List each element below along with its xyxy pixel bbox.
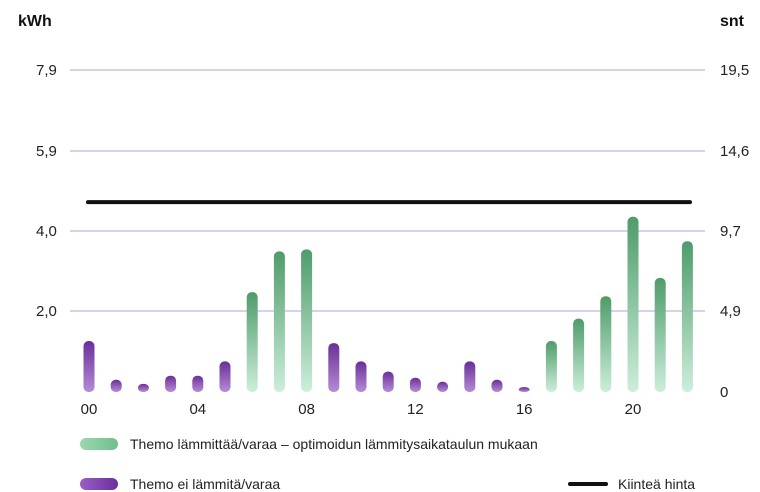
- left-axis-ticks: 7,9 5,9 4,0 2,0: [36, 62, 57, 320]
- right-axis-unit: snt: [720, 13, 745, 30]
- x-tick-label: 08: [298, 401, 315, 418]
- right-tick-label: 19,5: [720, 62, 749, 79]
- left-tick-label: 2,0: [36, 303, 57, 320]
- legend-swatch-heating: [80, 438, 118, 450]
- right-tick-label: 4,9: [720, 303, 741, 320]
- legend-heating: Themo lämmittää/varaa – optimoidun lämmi…: [80, 436, 538, 452]
- bar-not-heating: [83, 341, 95, 392]
- bar-not-heating: [328, 343, 340, 392]
- right-axis-ticks: 19,5 14,6 9,7 4,9 0: [720, 62, 749, 401]
- bar-heating: [573, 318, 585, 392]
- right-tick-label: 9,7: [720, 223, 741, 240]
- bar-not-heating: [219, 361, 231, 392]
- legend-swatch-fixed-price: [568, 482, 608, 486]
- bar-heating: [246, 292, 258, 392]
- energy-price-chart: kWh snt 7,95,94,02,0 19,514,69,74,90 00 0…: [18, 13, 749, 418]
- left-axis-unit: kWh: [18, 13, 52, 30]
- legend-label-fixed-price: Kiinteä hinta: [618, 476, 696, 492]
- bar-not-heating: [165, 375, 177, 392]
- legend-swatch-not-heating: [80, 478, 118, 490]
- bar-heating: [273, 251, 285, 392]
- bar-heating: [600, 296, 612, 392]
- legend-label-not-heating: Themo ei lämmitä/varaa: [130, 476, 281, 492]
- bar-not-heating: [518, 387, 530, 392]
- bar-heating: [545, 341, 557, 392]
- bar-not-heating: [355, 361, 367, 392]
- bar-not-heating: [491, 379, 503, 392]
- bar-not-heating: [409, 377, 421, 392]
- x-tick-label: 20: [625, 401, 642, 418]
- left-tick-label: 4,0: [36, 223, 57, 240]
- bar-not-heating: [192, 375, 204, 392]
- gridlines: [70, 69, 705, 312]
- bar-not-heating: [437, 381, 449, 392]
- left-tick-label: 5,9: [36, 143, 57, 160]
- legend-not-heating: Themo ei lämmitä/varaa: [80, 476, 280, 492]
- bar-not-heating: [382, 371, 394, 392]
- bars: [83, 216, 693, 392]
- bar-heating: [301, 249, 313, 392]
- left-tick-label: 7,9: [36, 62, 57, 79]
- bar-not-heating: [110, 379, 122, 392]
- x-tick-label: 16: [516, 401, 533, 418]
- bar-heating: [654, 277, 666, 392]
- x-axis-ticks: 00 04 08 12 16 20: [81, 401, 642, 418]
- legend-fixed-price: Kiinteä hinta: [568, 476, 695, 492]
- x-tick-label: 04: [189, 401, 206, 418]
- legend-label-heating: Themo lämmittää/varaa – optimoidun lämmi…: [130, 436, 538, 452]
- x-tick-label: 12: [407, 401, 424, 418]
- bar-not-heating: [137, 383, 149, 392]
- right-tick-label: 0: [720, 384, 728, 401]
- x-tick-label: 00: [81, 401, 98, 418]
- bar-not-heating: [464, 361, 476, 392]
- bar-heating: [627, 216, 639, 392]
- bar-heating: [681, 241, 693, 392]
- right-tick-label: 14,6: [720, 143, 749, 160]
